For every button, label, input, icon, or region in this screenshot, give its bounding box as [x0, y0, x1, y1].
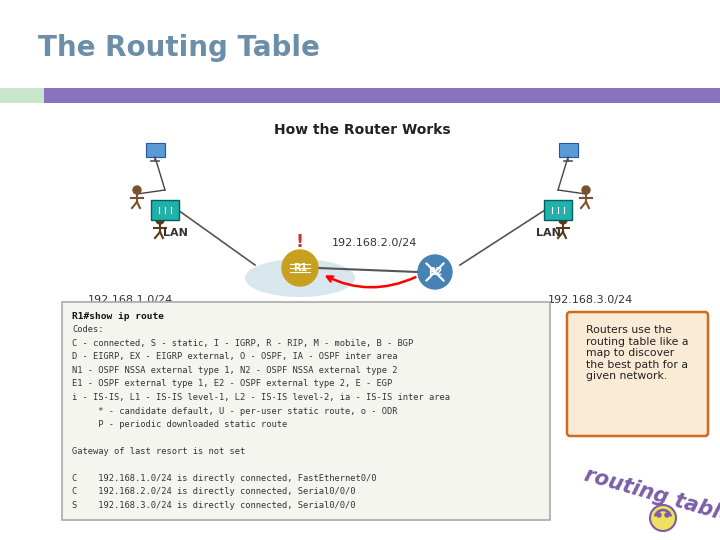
Text: S    192.168.3.0/24 is directly connected, Serial0/0/0: S 192.168.3.0/24 is directly connected, … [72, 501, 356, 510]
Circle shape [156, 216, 164, 224]
Text: D - EIGRP, EX - EIGRP external, O - OSPF, IA - OSPF inter area: D - EIGRP, EX - EIGRP external, O - OSPF… [72, 353, 397, 361]
Circle shape [665, 513, 669, 517]
Text: Gateway of last resort is not set: Gateway of last resort is not set [72, 447, 246, 456]
FancyBboxPatch shape [559, 143, 577, 157]
Text: R2: R2 [428, 267, 442, 277]
Text: LAN: LAN [163, 228, 187, 238]
FancyBboxPatch shape [544, 200, 572, 220]
Text: LAN: LAN [536, 228, 560, 238]
Text: 192.168.3.0/24: 192.168.3.0/24 [547, 295, 633, 305]
Text: R1#show ip route: R1#show ip route [72, 312, 164, 321]
Text: C    192.168.2.0/24 is directly connected, Serial0/0/0: C 192.168.2.0/24 is directly connected, … [72, 488, 356, 496]
Circle shape [582, 186, 590, 194]
FancyBboxPatch shape [567, 312, 708, 436]
Circle shape [657, 513, 661, 517]
Text: R1: R1 [293, 263, 307, 273]
Text: routing table !: routing table ! [582, 465, 720, 531]
FancyBboxPatch shape [62, 302, 550, 520]
Text: Routers use the
routing table like a
map to discover
the best path for a
given n: Routers use the routing table like a map… [586, 325, 689, 381]
Text: How the Router Works: How the Router Works [274, 123, 450, 137]
Text: The Routing Table: The Routing Table [38, 34, 320, 62]
Text: C    192.168.1.0/24 is directly connected, FastEthernet0/0: C 192.168.1.0/24 is directly connected, … [72, 474, 377, 483]
Text: N1 - OSPF NSSA external type 1, N2 - OSPF NSSA external type 2: N1 - OSPF NSSA external type 1, N2 - OSP… [72, 366, 397, 375]
Text: P - periodic downloaded static route: P - periodic downloaded static route [72, 420, 287, 429]
Text: C - connected, S - static, I - IGRP, R - RIP, M - mobile, B - BGP: C - connected, S - static, I - IGRP, R -… [72, 339, 413, 348]
Circle shape [418, 255, 452, 289]
Text: Codes:: Codes: [72, 326, 104, 334]
Text: E1 - OSPF external type 1, E2 - OSPF external type 2, E - EGP: E1 - OSPF external type 1, E2 - OSPF ext… [72, 380, 392, 388]
Text: 192.168.2.0/24: 192.168.2.0/24 [333, 238, 418, 248]
Circle shape [133, 186, 141, 194]
Bar [44, 88, 720, 103]
Text: 192.168.1.0/24: 192.168.1.0/24 [87, 295, 173, 305]
Bar [0, 88, 44, 103]
Circle shape [559, 216, 567, 224]
FancyBboxPatch shape [151, 200, 179, 220]
Circle shape [282, 250, 318, 286]
Text: * - candidate default, U - per-user static route, o - ODR: * - candidate default, U - per-user stat… [72, 407, 397, 415]
Circle shape [650, 505, 676, 531]
Ellipse shape [245, 259, 355, 297]
Text: i - IS-IS, L1 - IS-IS level-1, L2 - IS-IS level-2, ia - IS-IS inter area: i - IS-IS, L1 - IS-IS level-1, L2 - IS-I… [72, 393, 450, 402]
FancyBboxPatch shape [145, 143, 164, 157]
Text: !: ! [296, 233, 304, 251]
